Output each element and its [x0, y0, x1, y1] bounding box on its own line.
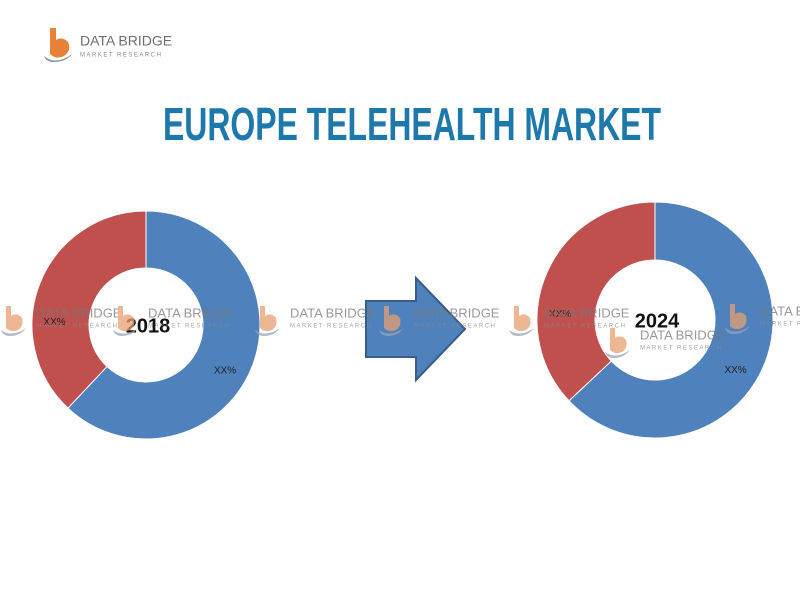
watermark-icon — [260, 306, 277, 332]
donut-center-label: 2018 — [126, 315, 171, 337]
watermark-tagline: MARKET RESEARCH — [36, 324, 118, 330]
watermark-swoosh — [113, 328, 138, 336]
watermark-icon — [610, 328, 627, 354]
watermark-brand: DATA BRIDGE — [148, 305, 234, 320]
watermark-swoosh — [725, 326, 750, 334]
watermark-tagline: MARKET RESEARCH — [414, 324, 496, 330]
watermark: DATA BRIDGE MARKET RESEARCH — [1, 305, 122, 336]
watermark: DATA BRIDGE MARKET RESEARCH — [379, 305, 500, 336]
watermark: DATA BRIDGE MARKET RESEARCH — [113, 305, 234, 336]
watermark: DATA BRIDGE MARKET RESEARCH — [509, 305, 630, 336]
watermark-icon — [514, 306, 531, 332]
arrow — [365, 275, 467, 383]
logo: DATA BRIDGE MARKET RESEARCH — [44, 28, 172, 62]
watermark: DATA BRIDGE MARKET RESEARCH — [725, 303, 800, 334]
watermark-swoosh — [605, 350, 630, 358]
watermark-icon — [730, 304, 747, 330]
watermark-swoosh — [1, 328, 26, 336]
logo-icon — [50, 28, 70, 58]
watermark-swoosh — [509, 328, 534, 336]
donut-slice — [67, 210, 261, 440]
donut-slice — [31, 210, 147, 409]
charts: XX% XX% 2018 XX% XX% 2024 — [31, 201, 774, 440]
watermarks: DATA BRIDGE MARKET RESEARCH DATA BRIDGE MAR… — [1, 303, 800, 358]
watermark-tagline: MARKET RESEARCH — [148, 324, 230, 330]
watermark-tagline: MARKET RESEARCH — [544, 324, 626, 330]
watermark-swoosh — [379, 328, 404, 336]
watermark-brand: DATA BRIDGE — [760, 303, 800, 318]
page-title: EUROPE TELEHEALTH MARKET — [163, 98, 661, 150]
watermark-tagline: MARKET RESEARCH — [640, 346, 722, 352]
donut-slice — [536, 201, 656, 402]
watermark-brand: DATA BRIDGE — [544, 305, 630, 320]
data-label: XX% — [214, 366, 236, 377]
data-label: XX% — [724, 365, 746, 376]
watermark: DATA BRIDGE MARKET RESEARCH — [255, 305, 376, 336]
data-label: XX% — [43, 317, 65, 328]
watermark-tagline: MARKET RESEARCH — [290, 324, 372, 330]
donut-slice — [568, 201, 774, 439]
data-label: XX% — [549, 309, 571, 320]
watermark-icon — [384, 306, 401, 332]
watermark-icon — [6, 306, 23, 332]
watermark-brand: DATA BRIDGE — [414, 305, 500, 320]
donut-chart: XX% XX% 2018 — [31, 210, 261, 440]
watermark-swoosh — [255, 328, 280, 336]
watermark-brand: DATA BRIDGE — [290, 305, 376, 320]
watermark-brand: DATA BRIDGE — [36, 305, 122, 320]
logo-brand: DATA BRIDGE — [80, 33, 172, 49]
donut-chart: XX% XX% 2024 — [536, 201, 774, 439]
watermark-icon — [118, 306, 135, 332]
watermark-brand: DATA BRIDGE — [640, 327, 726, 342]
logo-swoosh — [44, 54, 72, 62]
donut-center-label: 2024 — [635, 310, 680, 332]
watermark: DATA BRIDGE MARKET RESEARCH — [605, 327, 726, 358]
logo-tagline: MARKET RESEARCH — [80, 53, 162, 59]
watermark-tagline: MARKET RESEARCH — [760, 322, 800, 328]
